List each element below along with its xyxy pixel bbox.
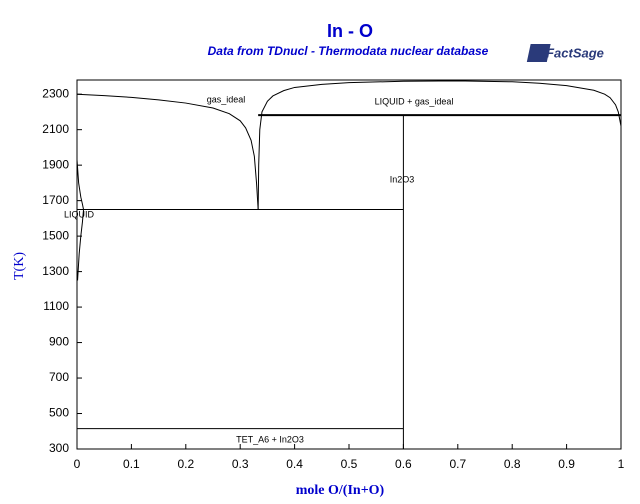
y-tick-label: 2300 [42, 86, 69, 100]
x-tick-label: 0.3 [232, 457, 249, 471]
phase-boundary [76, 93, 259, 210]
phase-boundary [257, 80, 622, 210]
y-tick-label: 700 [49, 370, 69, 384]
region-label: LIQUID [64, 209, 95, 219]
y-tick-label: 300 [49, 441, 69, 455]
y-axis-label: T(K) [12, 252, 27, 280]
logo: FactSage [526, 44, 604, 62]
y-tick-label: 1100 [43, 299, 69, 313]
y-tick-label: 900 [49, 335, 69, 349]
region-label: LIQUID + gas_ideal [375, 96, 454, 106]
x-tick-label: 0.7 [449, 457, 466, 471]
x-tick-label: 0.8 [504, 457, 521, 471]
x-tick-label: 0.1 [123, 457, 140, 471]
plot-frame [76, 79, 622, 450]
phase-boundary [76, 159, 85, 281]
x-tick-label: 1 [618, 457, 625, 471]
region-label: TET_A6 + In2O3 [236, 434, 304, 444]
y-tick-label: 1500 [42, 228, 69, 242]
x-tick-label: 0.5 [341, 457, 358, 471]
x-tick-label: 0.4 [286, 457, 303, 471]
chart-subtitle: Data from TDnucl - Thermodata nuclear da… [208, 44, 489, 58]
y-tick-label: 1300 [42, 264, 69, 278]
y-tick-label: 1900 [42, 157, 69, 171]
x-tick-label: 0.6 [395, 457, 412, 471]
y-tick-label: 1700 [42, 193, 69, 207]
logo-text: FactSage [546, 45, 604, 60]
x-tick-label: 0 [74, 457, 81, 471]
y-tick-label: 500 [49, 406, 69, 420]
region-label: In2O3 [390, 174, 415, 184]
chart-title: In - O [327, 21, 373, 41]
x-axis-label: mole O/(In+O) [296, 483, 385, 498]
logo-mark [526, 44, 551, 62]
x-tick-label: 0.9 [558, 457, 575, 471]
region-label: gas_ideal [207, 94, 246, 104]
x-tick-label: 0.2 [177, 457, 194, 471]
y-tick-label: 2100 [42, 122, 69, 136]
